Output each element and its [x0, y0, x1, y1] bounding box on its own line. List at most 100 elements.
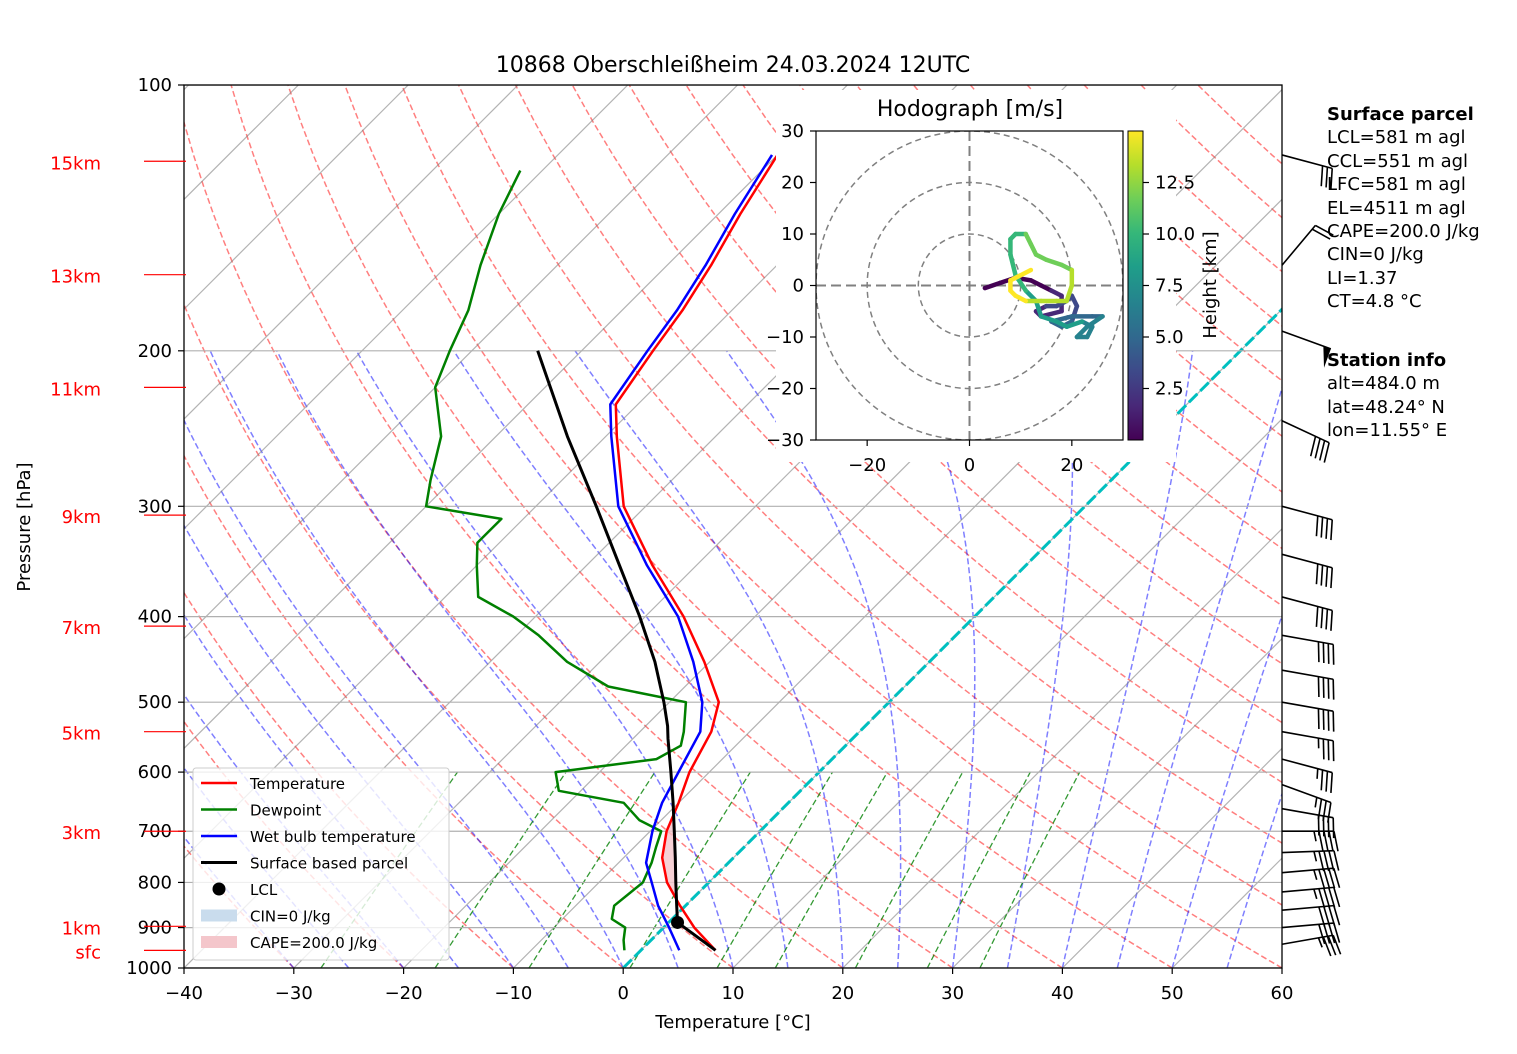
wind-barb [1281, 420, 1330, 463]
zero-degree-isotherm [622, 307, 1282, 968]
y-tick-label: 600 [138, 762, 172, 783]
wind-barb [1281, 505, 1334, 541]
height-label: 1km [62, 918, 101, 939]
colorbar-tick-label: 2.5 [1155, 379, 1184, 400]
hodograph-segment [1018, 267, 1034, 278]
dry-adiabat [184, 302, 734, 968]
wind-barb [1281, 224, 1334, 266]
legend-label: Dewpoint [250, 802, 321, 820]
y-tick-label: 300 [138, 496, 172, 517]
colorbar-label: Height [km] [1200, 231, 1221, 338]
y-tick-label: 800 [138, 872, 172, 893]
hodo-y-tick-label: −10 [766, 327, 804, 348]
isotherm [512, 198, 1282, 968]
legend-label: LCL [250, 881, 278, 899]
y-tick-label: 200 [138, 341, 172, 362]
hodograph-segment [1008, 252, 1018, 278]
hodo-y-tick-label: −20 [766, 379, 804, 400]
hodograph: Hodograph [m/s] −20 0 20 30 20 10 0 −10 −20 −30 2.5… [766, 90, 1221, 476]
moist-adiabat [1226, 791, 1282, 968]
x-tick-label: 20 [831, 983, 854, 1004]
lcl-marker [671, 915, 685, 929]
legend-label: CAPE=200.0 J/kg [250, 934, 377, 952]
wind-barb [1281, 934, 1342, 957]
x-tick-label: 30 [941, 983, 964, 1004]
legend-label: Surface based parcel [250, 855, 408, 873]
dry-adiabat [856, 85, 1282, 493]
height-label: 3km [62, 823, 101, 844]
wind-barb [1281, 634, 1335, 665]
dry-adiabat [344, 85, 1173, 968]
height-label: 5km [62, 724, 101, 745]
dry-adiabat [287, 85, 1063, 968]
parcel-line [536, 350, 717, 952]
legend-label: Wet bulb temperature [250, 828, 416, 846]
legend-label: Temperature [249, 775, 345, 793]
mixing-ratio-line [434, 771, 567, 968]
dry-adiabat [184, 720, 405, 968]
wind-barb [1281, 867, 1341, 890]
dry-adiabat [457, 85, 1282, 906]
moist-adiabat [184, 524, 515, 968]
colorbar-tick-label: 12.5 [1155, 173, 1195, 194]
isotherm [952, 637, 1282, 968]
legend-swatch [212, 882, 226, 896]
wind-barb [1281, 596, 1334, 631]
wind-barb [1281, 730, 1335, 762]
y-tick-label: 100 [138, 75, 172, 96]
dry-adiabat [230, 85, 954, 968]
legend: Temperature Dewpoint Wet bulb temperature S… [192, 767, 450, 961]
legend-swatch [201, 936, 237, 948]
wind-barb [1281, 904, 1341, 927]
wind-barb [1281, 807, 1335, 839]
colorbar-tick-label: 10.0 [1155, 224, 1195, 245]
colorbar-tick-label: 5.0 [1155, 327, 1184, 348]
mixing-ratio-line [979, 771, 1081, 968]
dry-adiabat [514, 85, 1282, 844]
x-tick-label: 40 [1051, 983, 1074, 1004]
el-value: EL=4511 m agl [1327, 197, 1466, 219]
lcl-value: LCL=581 m agl [1327, 127, 1466, 149]
surface-parcel-panel: Surface parcel LCL=581 m agl CCL=551 m a… [1327, 103, 1480, 314]
hodograph-title: Hodograph [m/s] [877, 97, 1063, 122]
hodograph-segment [1033, 298, 1044, 319]
temperature-line [614, 154, 779, 952]
x-tick-label: 50 [1161, 983, 1184, 1004]
moist-adiabat [725, 350, 902, 968]
height-label: 7km [62, 618, 101, 639]
ct-value: CT=4.8 °C [1327, 291, 1422, 313]
hodograph-segment [1069, 303, 1080, 324]
hodo-y-tick-label: −30 [766, 430, 804, 451]
mixing-ratio-line [716, 771, 834, 968]
hodograph-segment [1064, 283, 1075, 304]
skewt-plot-area: −40 −30 −20 −10 0 10 20 30 40 50 60100090080070060… [50, 75, 1342, 1004]
hodo-y-tick-label: 30 [781, 121, 804, 142]
isotherm [184, 85, 739, 640]
isotherm [842, 527, 1282, 968]
height-label: 13km [50, 267, 101, 288]
hodograph-segment [1064, 319, 1085, 329]
x-tick-label: 10 [722, 983, 745, 1004]
height-label: 9km [62, 507, 101, 528]
cape-value: CAPE=200.0 J/kg [1327, 221, 1480, 243]
colorbar-tick-label: 7.5 [1155, 276, 1184, 297]
hodo-y-tick-label: 0 [793, 276, 804, 297]
y-tick-label: 400 [138, 607, 172, 628]
isotherm [732, 418, 1282, 968]
hodo-y-tick-label: 20 [781, 173, 804, 194]
moist-adiabat [1281, 965, 1282, 968]
station-latitude: lat=48.24° N [1327, 396, 1445, 418]
wind-barb [1281, 886, 1341, 909]
station-info-panel: Station info alt=484.0 m lat=48.24° N lo… [1327, 349, 1447, 443]
wind-barb [1281, 701, 1335, 732]
y-tick-label: 1000 [126, 958, 172, 979]
chart-title: 10868 Oberschleißheim 24.03.2024 12UTC [496, 53, 971, 78]
legend-swatch [201, 909, 237, 922]
moist-adiabat [453, 350, 789, 968]
x-tick-label: 60 [1271, 983, 1294, 1004]
colorbar [1127, 130, 1144, 441]
hodo-x-tick-label: −20 [848, 455, 886, 476]
mixing-ratio-line [854, 771, 964, 968]
height-label: 11km [50, 379, 101, 400]
